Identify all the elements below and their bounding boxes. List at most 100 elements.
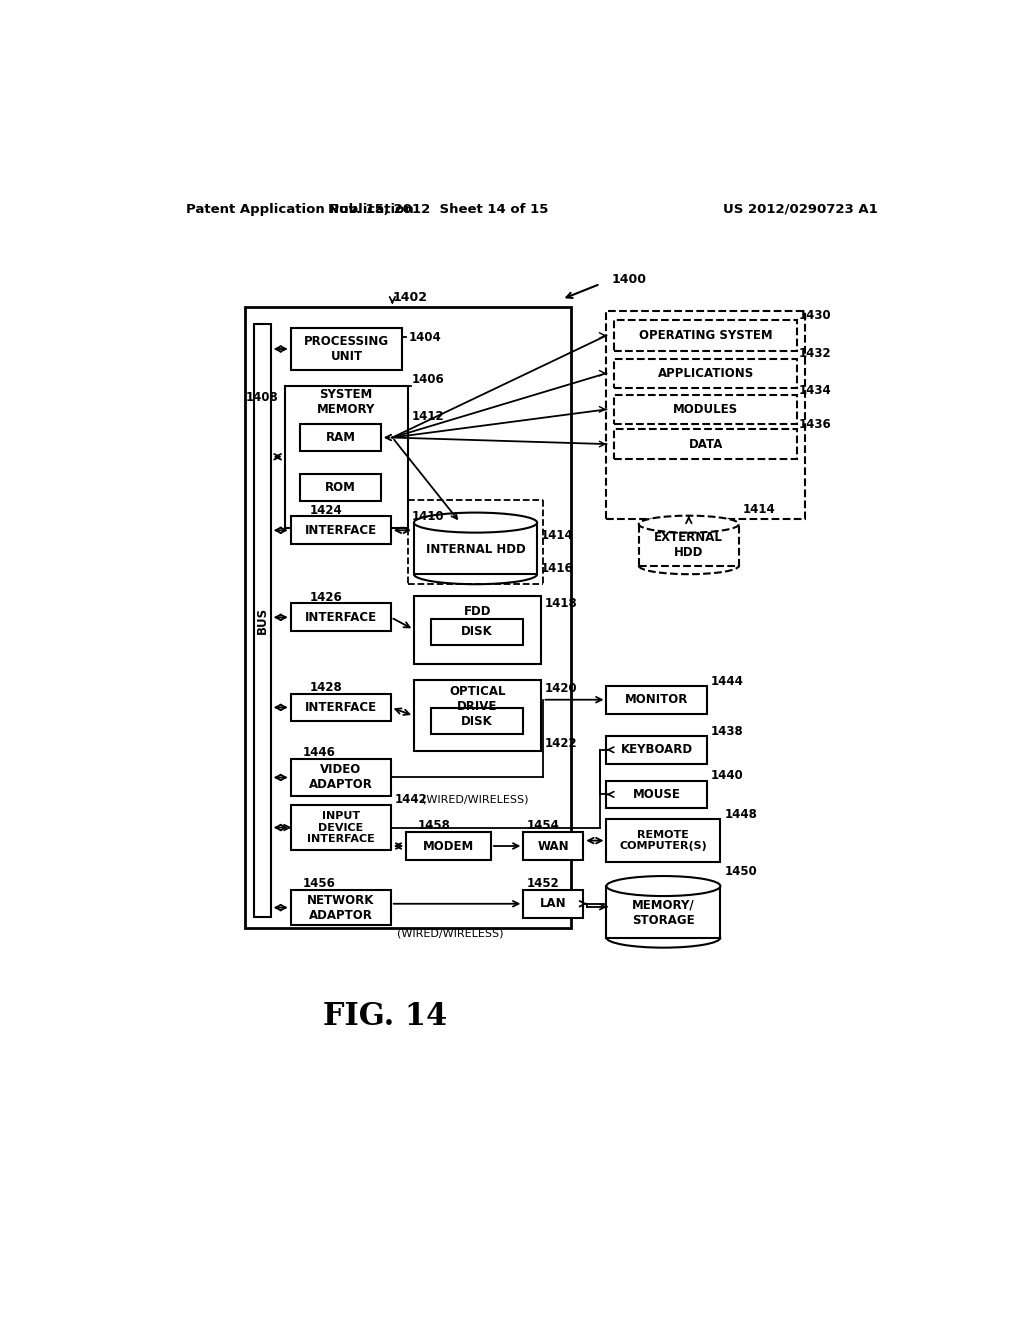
- Text: INTERFACE: INTERFACE: [305, 701, 377, 714]
- Text: MOUSE: MOUSE: [633, 788, 680, 801]
- Text: OPERATING SYSTEM: OPERATING SYSTEM: [639, 329, 772, 342]
- Bar: [291, 603, 391, 631]
- Bar: [414, 681, 541, 751]
- Text: BUS: BUS: [256, 607, 268, 634]
- Bar: [407, 832, 490, 859]
- Text: 1408: 1408: [246, 391, 279, 404]
- Bar: [414, 595, 541, 664]
- Bar: [245, 308, 571, 928]
- Text: LAN: LAN: [540, 898, 566, 911]
- Text: 1436: 1436: [799, 418, 831, 432]
- Text: 1402: 1402: [392, 290, 427, 304]
- Text: 1406: 1406: [412, 372, 444, 385]
- Text: MONITOR: MONITOR: [625, 693, 688, 706]
- Bar: [606, 780, 707, 808]
- Text: MODULES: MODULES: [673, 403, 738, 416]
- Bar: [285, 385, 408, 528]
- Text: 1438: 1438: [711, 725, 743, 738]
- Text: 1414: 1414: [742, 503, 775, 516]
- Text: 1404: 1404: [409, 330, 441, 343]
- Text: INTERFACE: INTERFACE: [305, 524, 377, 537]
- Text: APPLICATIONS: APPLICATIONS: [657, 367, 754, 380]
- Text: 1432: 1432: [799, 347, 831, 360]
- Text: (WIRED/WIRELESS): (WIRED/WIRELESS): [422, 795, 528, 804]
- Bar: [254, 323, 270, 917]
- Bar: [606, 312, 805, 519]
- Text: 1446: 1446: [302, 746, 335, 759]
- Text: 1418: 1418: [545, 597, 578, 610]
- Text: NETWORK
ADAPTOR: NETWORK ADAPTOR: [307, 894, 375, 921]
- Text: 1456: 1456: [302, 878, 335, 890]
- Text: RAM: RAM: [326, 432, 355, 444]
- Text: MEMORY/
STORAGE: MEMORY/ STORAGE: [632, 899, 694, 927]
- Text: DATA: DATA: [688, 437, 723, 450]
- Bar: [291, 759, 391, 796]
- Text: FDD: FDD: [464, 605, 492, 618]
- Bar: [300, 474, 381, 502]
- Text: 1444: 1444: [711, 675, 743, 688]
- Text: 1410: 1410: [412, 510, 444, 523]
- Text: 1452: 1452: [527, 878, 560, 890]
- Text: 1458: 1458: [418, 820, 451, 833]
- Text: FIG. 14: FIG. 14: [323, 1002, 446, 1032]
- Text: Nov. 15, 2012  Sheet 14 of 15: Nov. 15, 2012 Sheet 14 of 15: [329, 203, 549, 215]
- Bar: [291, 805, 391, 850]
- Ellipse shape: [639, 516, 739, 533]
- Text: PROCESSING
UNIT: PROCESSING UNIT: [304, 335, 389, 363]
- Text: Patent Application Publication: Patent Application Publication: [186, 203, 414, 215]
- Text: 1420: 1420: [545, 681, 578, 694]
- Bar: [291, 890, 391, 925]
- Text: 1430: 1430: [799, 309, 831, 322]
- Text: DISK: DISK: [461, 714, 493, 727]
- Text: 1440: 1440: [711, 770, 743, 783]
- Text: 1426: 1426: [310, 591, 343, 603]
- Text: INPUT
DEVICE
INTERFACE: INPUT DEVICE INTERFACE: [307, 810, 375, 843]
- Text: 1428: 1428: [310, 681, 343, 694]
- Ellipse shape: [606, 876, 720, 896]
- Text: 1414: 1414: [541, 529, 573, 543]
- Text: 1442: 1442: [394, 792, 427, 805]
- Text: US 2012/0290723 A1: US 2012/0290723 A1: [723, 203, 878, 215]
- Bar: [614, 395, 798, 424]
- Bar: [431, 709, 523, 734]
- Text: 1412: 1412: [412, 409, 444, 422]
- Text: INTERNAL HDD: INTERNAL HDD: [426, 543, 525, 556]
- Text: DISK: DISK: [461, 626, 493, 639]
- Bar: [614, 321, 798, 351]
- Bar: [523, 890, 584, 917]
- Text: (WIRED/WIRELESS): (WIRED/WIRELESS): [397, 928, 504, 939]
- Text: OPTICAL
DRIVE: OPTICAL DRIVE: [450, 685, 506, 713]
- Bar: [606, 686, 707, 714]
- Text: ROM: ROM: [325, 480, 355, 494]
- Bar: [606, 886, 720, 937]
- Bar: [291, 693, 391, 721]
- Text: 1454: 1454: [527, 820, 560, 833]
- Bar: [606, 737, 707, 763]
- Bar: [614, 359, 798, 388]
- Text: SYSTEM
MEMORY: SYSTEM MEMORY: [317, 388, 376, 417]
- Text: 1416: 1416: [541, 561, 573, 574]
- Bar: [614, 429, 798, 459]
- Text: KEYBOARD: KEYBOARD: [621, 743, 692, 756]
- Text: WAN: WAN: [538, 840, 569, 853]
- Text: REMOTE
COMPUTER(S): REMOTE COMPUTER(S): [620, 830, 708, 851]
- Text: MODEM: MODEM: [423, 840, 474, 853]
- Text: 1450: 1450: [724, 865, 757, 878]
- Bar: [639, 524, 739, 566]
- Bar: [523, 832, 584, 859]
- Ellipse shape: [414, 512, 538, 533]
- Text: 1434: 1434: [799, 384, 831, 397]
- Text: 1448: 1448: [724, 808, 757, 821]
- Bar: [291, 516, 391, 544]
- Bar: [291, 327, 402, 370]
- Bar: [414, 523, 538, 574]
- Text: INTERFACE: INTERFACE: [305, 611, 377, 624]
- Text: 1400: 1400: [611, 273, 647, 286]
- Bar: [606, 818, 720, 862]
- Text: 1424: 1424: [310, 504, 343, 517]
- Text: VIDEO
ADAPTOR: VIDEO ADAPTOR: [309, 763, 373, 792]
- Bar: [431, 619, 523, 645]
- Bar: [300, 424, 381, 451]
- Text: EXTERNAL
HDD: EXTERNAL HDD: [654, 531, 723, 558]
- Text: 1422: 1422: [545, 737, 578, 750]
